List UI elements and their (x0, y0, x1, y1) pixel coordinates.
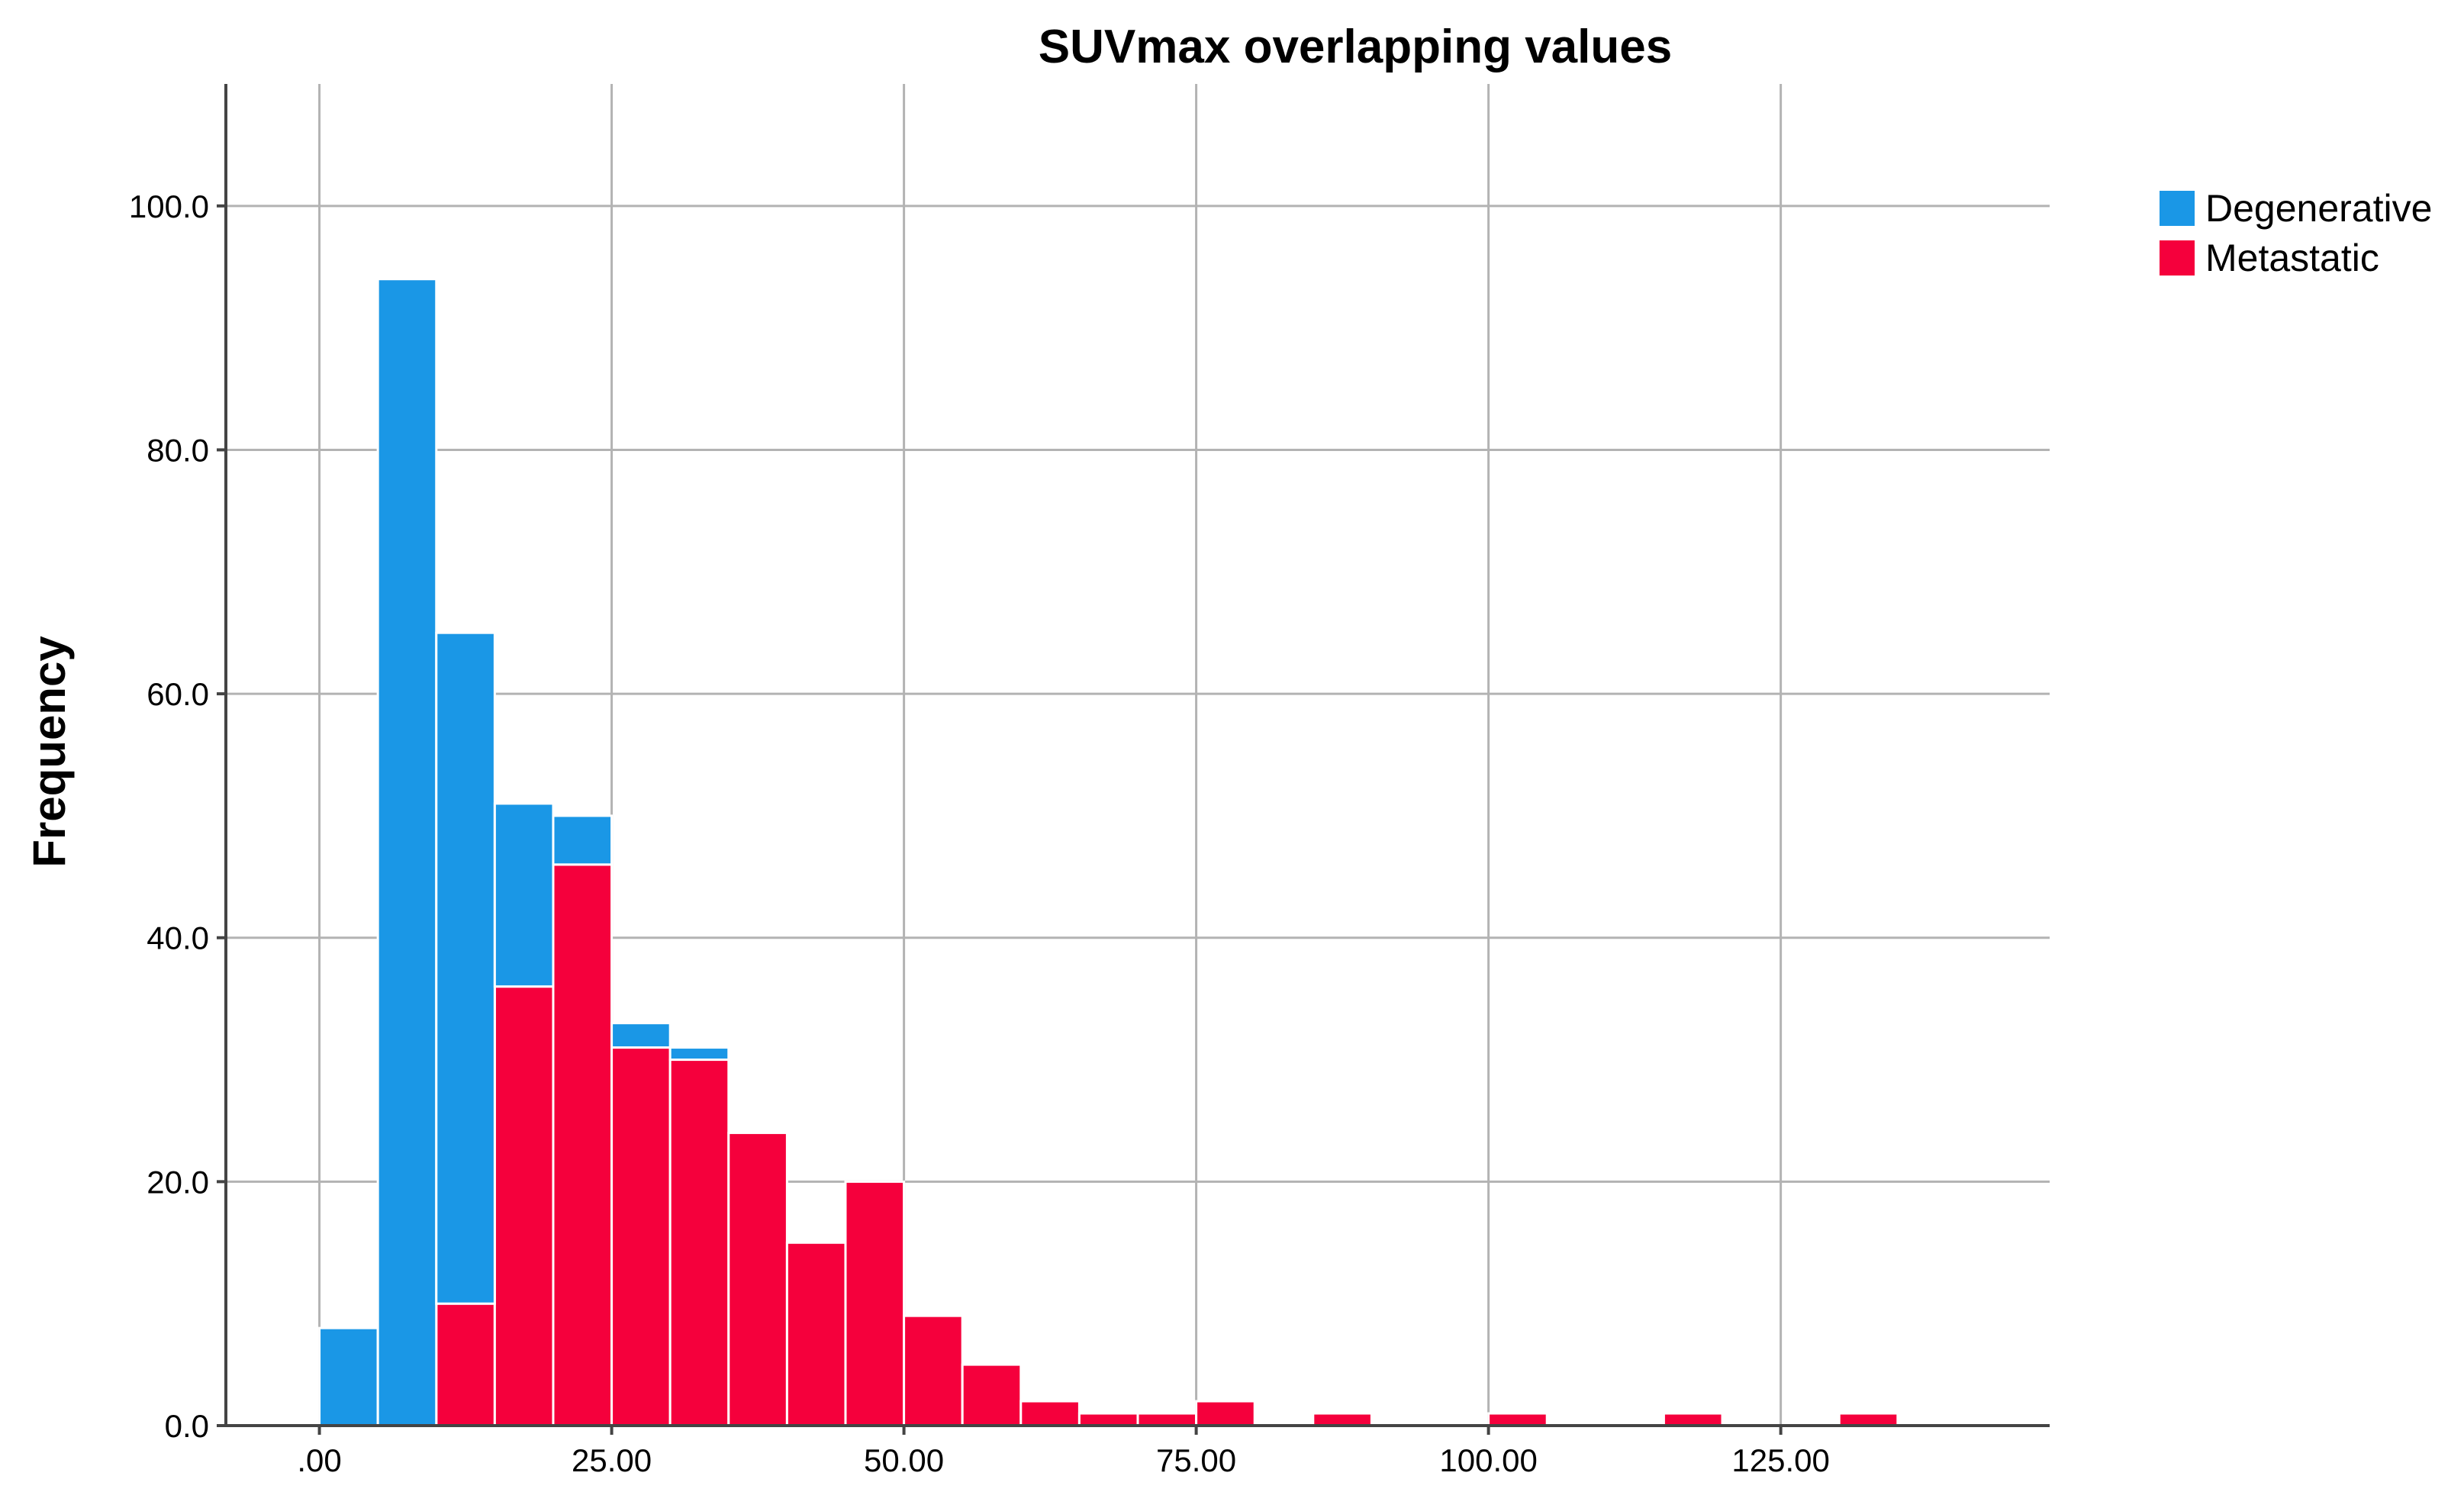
bar-metastatic-45 (844, 1180, 906, 1427)
bar-metastatic-50 (903, 1314, 964, 1427)
x-tick-label: 25.00 (572, 1442, 652, 1478)
y-axis-label: Frequency (24, 636, 75, 868)
bar-metastatic-65 (1077, 1412, 1139, 1427)
bar-metastatic-55 (961, 1363, 1023, 1427)
bar-degenerative-15 (493, 802, 555, 988)
x-tick-label: .00 (297, 1442, 341, 1478)
legend-swatch-metastatic (2160, 240, 2195, 276)
chart-title: SUVmax overlapping values (1039, 21, 1672, 73)
x-tick-label: 100.00 (1439, 1442, 1537, 1478)
bar-degenerative-30 (668, 1046, 730, 1062)
x-tick-label: 50.00 (864, 1442, 944, 1478)
bar-metastatic-15 (493, 985, 555, 1427)
y-tick-label: 100.0 (129, 189, 209, 224)
bar-metastatic-115 (1662, 1412, 1724, 1427)
y-tick-label: 0.0 (165, 1408, 209, 1444)
bar-degenerative-25 (610, 1022, 672, 1049)
legend: Degenerative Metastatic (2160, 187, 2432, 279)
bar-metastatic-40 (785, 1241, 847, 1427)
x-tick-label: 125.00 (1731, 1442, 1829, 1478)
x-tick-label: 75.00 (1156, 1442, 1236, 1478)
bar-metastatic-20 (552, 863, 614, 1427)
bar-metastatic-100 (1487, 1412, 1548, 1427)
tick-labels: 0.0 20.0 40.0 60.0 80.0 100.0 .00 25.00 50.00 75.… (129, 189, 1830, 1478)
axes (217, 84, 2050, 1435)
legend-label-degenerative: Degenerative (2205, 187, 2432, 230)
bar-metastatic-75 (1195, 1400, 1256, 1427)
y-tick-label: 40.0 (147, 920, 209, 956)
bar-metastatic-10 (435, 1302, 496, 1427)
bar-metastatic-30 (668, 1059, 730, 1427)
bar-metastatic-85 (1312, 1412, 1373, 1427)
bars (318, 278, 1899, 1427)
legend-swatch-degenerative (2160, 191, 2195, 226)
bar-degenerative-0 (318, 1326, 379, 1427)
bar-metastatic-70 (1136, 1412, 1198, 1427)
bar-metastatic-130 (1838, 1412, 1899, 1427)
bar-degenerative-20 (552, 814, 614, 866)
legend-label-metastatic: Metastatic (2205, 237, 2379, 279)
bar-degenerative-10 (435, 631, 496, 1305)
y-tick-label: 80.0 (147, 432, 209, 468)
y-tick-label: 60.0 (147, 676, 209, 712)
bar-metastatic-35 (727, 1131, 788, 1427)
bar-metastatic-60 (1019, 1400, 1081, 1427)
bar-degenerative-5 (376, 278, 438, 1427)
y-tick-label: 20.0 (147, 1164, 209, 1200)
bar-metastatic-25 (610, 1046, 672, 1427)
